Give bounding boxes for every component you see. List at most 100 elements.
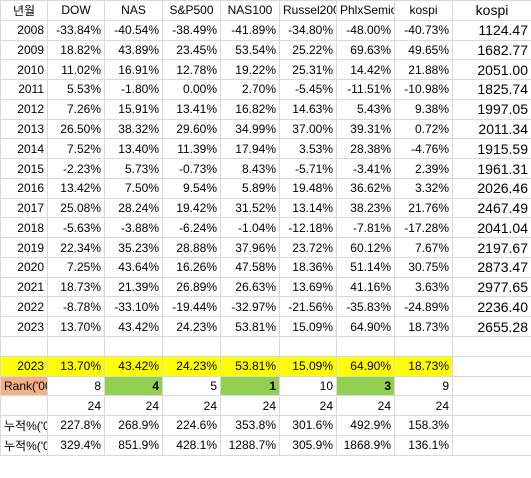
sheet-row: 2008 -33.84% -40.54% -38.49% -41.89% -34.80% -… xyxy=(0,19,531,41)
empty-cell xyxy=(279,336,337,357)
sheet-row: 2022 -8.78% -33.10% -19.44% -32.97% -21.56% -3… xyxy=(0,296,531,318)
value-cell: -48.00% xyxy=(336,19,395,41)
header-cell: S&P500 xyxy=(162,0,221,21)
value-cell: 9.38% xyxy=(394,98,453,120)
cum-cell: 492.9% xyxy=(336,415,395,436)
year-cell: 2013 xyxy=(0,118,48,140)
empty-cell xyxy=(452,375,531,397)
value-cell: 2026.46 xyxy=(452,177,531,199)
highlight-cell: 24.23% xyxy=(162,355,221,377)
cum-cell: 158.3% xyxy=(394,415,453,436)
value-cell: -3.41% xyxy=(336,158,395,179)
rank-cell: 8 xyxy=(47,375,105,397)
value-cell: 36.62% xyxy=(336,177,395,199)
rank-cell: 5 xyxy=(162,375,221,397)
sheet-row: 2012 7.26% 15.91% 13.41% 16.82% 14.63% 5.43% 9.… xyxy=(0,98,531,120)
count-cell: 24 xyxy=(336,395,395,417)
empty-cell xyxy=(452,395,531,417)
value-cell: 28.38% xyxy=(336,138,395,160)
header-cell: NAS100 xyxy=(220,0,280,21)
cum-cell: 268.9% xyxy=(104,415,163,436)
sheet-row: 2023 13.70% 43.42% 24.23% 53.81% 15.09% 64.90%… xyxy=(0,355,531,377)
rank-cell: 10 xyxy=(279,375,337,397)
highlight-cell: 43.42% xyxy=(104,355,163,377)
value-cell: -5.71% xyxy=(279,158,337,179)
value-cell: 0.00% xyxy=(162,79,221,100)
value-cell: 37.00% xyxy=(279,118,337,140)
rank-cell: 9 xyxy=(394,375,453,397)
cum-cell: 851.9% xyxy=(104,434,163,456)
value-cell: 5.73% xyxy=(104,158,163,179)
spreadsheet: 년월DOWNASS&P500NAS100Russel2000PhlxSemick… xyxy=(0,0,531,456)
value-cell: 7.50% xyxy=(104,177,163,199)
value-cell: -24.89% xyxy=(394,296,453,318)
year-cell: 2009 xyxy=(0,39,48,61)
cum-cell: 227.8% xyxy=(47,415,105,436)
value-cell: 3.32% xyxy=(394,177,453,199)
value-cell: -10.98% xyxy=(394,79,453,100)
empty-cell xyxy=(0,336,48,357)
header-cell: NAS xyxy=(104,0,163,21)
value-cell: 25.31% xyxy=(279,59,337,81)
value-cell: 21.76% xyxy=(394,197,453,219)
value-cell: 23.72% xyxy=(279,237,337,258)
value-cell: 7.25% xyxy=(47,256,105,278)
row-label: 누적%('00~) xyxy=(0,415,48,436)
value-cell: 11.39% xyxy=(162,138,221,160)
value-cell: -38.49% xyxy=(162,19,221,41)
row-label: 누적%('09~) xyxy=(0,434,48,456)
value-cell: 28.24% xyxy=(104,197,163,219)
value-cell: 1825.74 xyxy=(452,79,531,100)
empty-cell xyxy=(336,336,395,357)
value-cell: 18.73% xyxy=(47,276,105,298)
count-cell: 24 xyxy=(394,395,453,417)
value-cell: 13.41% xyxy=(162,98,221,120)
value-cell: 5.43% xyxy=(336,98,395,120)
value-cell: -1.04% xyxy=(220,217,280,239)
value-cell: 30.75% xyxy=(394,256,453,278)
year-cell: 2014 xyxy=(0,138,48,160)
rank-cell: 4 xyxy=(104,375,163,397)
value-cell: -33.84% xyxy=(47,19,105,41)
value-cell: 1124.47 xyxy=(452,19,531,41)
empty-cell xyxy=(452,336,531,357)
value-cell: 9.54% xyxy=(162,177,221,199)
value-cell: 34.99% xyxy=(220,118,280,140)
value-cell: 1915.59 xyxy=(452,138,531,160)
year-cell: 2018 xyxy=(0,217,48,239)
header-cell: Russel2000 xyxy=(279,0,337,21)
value-cell: 49.65% xyxy=(394,39,453,61)
value-cell: -7.81% xyxy=(336,217,395,239)
value-cell: 17.94% xyxy=(220,138,280,160)
value-cell: 2051.00 xyxy=(452,59,531,81)
header-cell: DOW xyxy=(47,0,105,21)
value-cell: 13.70% xyxy=(47,316,105,338)
value-cell: 2873.47 xyxy=(452,256,531,278)
sheet-row: 2009 18.82% 43.89% 23.45% 53.54% 25.22% 69.63%… xyxy=(0,39,531,61)
highlight-cell: 15.09% xyxy=(279,355,337,377)
header-cell: PhlxSemic xyxy=(336,0,395,21)
value-cell: 14.42% xyxy=(336,59,395,81)
value-cell: 29.60% xyxy=(162,118,221,140)
empty-cell xyxy=(452,434,531,456)
year-cell: 2010 xyxy=(0,59,48,81)
value-cell: 2655.28 xyxy=(452,316,531,338)
value-cell: 53.81% xyxy=(220,316,280,338)
value-cell: -32.97% xyxy=(220,296,280,318)
value-cell: 18.82% xyxy=(47,39,105,61)
value-cell: 8.43% xyxy=(220,158,280,179)
value-cell: 1997.05 xyxy=(452,98,531,120)
sheet-row: 2019 22.34% 35.23% 28.88% 37.96% 23.72% 60.12%… xyxy=(0,237,531,258)
value-cell: -3.88% xyxy=(104,217,163,239)
sheet-row: 2021 18.73% 21.39% 26.89% 26.63% 13.69% 41.16%… xyxy=(0,276,531,298)
value-cell: 13.42% xyxy=(47,177,105,199)
value-cell: 2041.04 xyxy=(452,217,531,239)
cum-cell: 224.6% xyxy=(162,415,221,436)
value-cell: 37.96% xyxy=(220,237,280,258)
value-cell: 19.48% xyxy=(279,177,337,199)
value-cell: 39.31% xyxy=(336,118,395,140)
highlight-cell: 18.73% xyxy=(394,355,453,377)
cum-cell: 428.1% xyxy=(162,434,221,456)
value-cell: -40.54% xyxy=(104,19,163,41)
